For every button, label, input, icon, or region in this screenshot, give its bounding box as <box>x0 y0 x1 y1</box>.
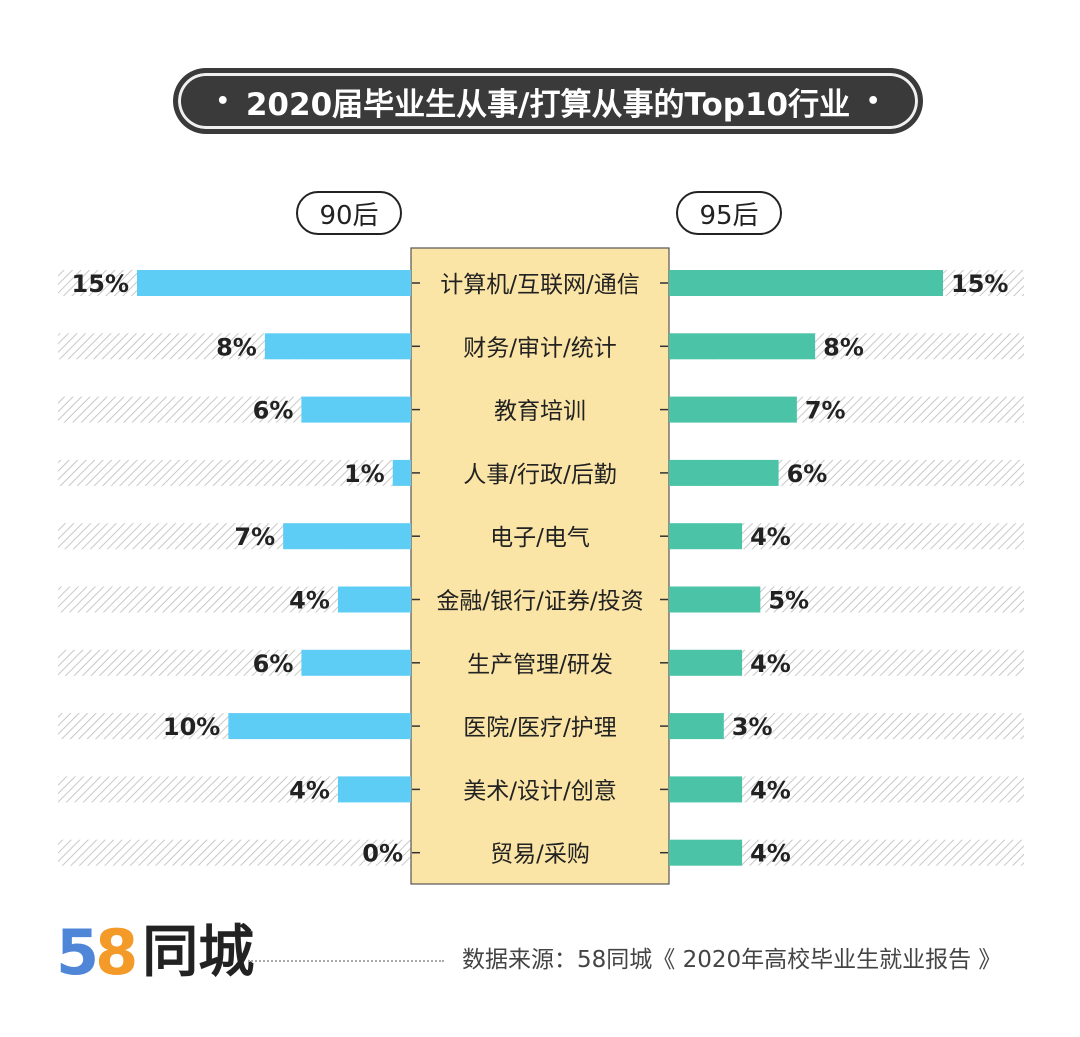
value-label-90s: 0% <box>362 840 403 868</box>
bar-90s <box>337 776 411 803</box>
value-label-95s: 3% <box>732 713 773 741</box>
bar-95s <box>669 333 816 360</box>
category-label: 医院/医疗/护理 <box>463 715 617 741</box>
bar-90s <box>337 586 411 613</box>
bar-95s <box>669 270 943 296</box>
track-left <box>58 459 411 486</box>
value-label-90s: 1% <box>344 460 385 488</box>
bar-95s <box>669 459 779 486</box>
category-label: 教育培训 <box>494 399 586 425</box>
bar-95s <box>669 523 743 550</box>
category-band <box>410 247 670 885</box>
value-label-95s: 6% <box>787 460 828 488</box>
logo-digit-8: 8 <box>95 916 139 989</box>
value-label-95s: 15% <box>951 270 1008 298</box>
title-dot-left: • <box>215 88 230 114</box>
bar-90s <box>301 649 411 676</box>
bar-95s <box>669 396 797 423</box>
data-source-note: 数据来源：58同城《 2020年高校毕业生就业报告 》 <box>462 947 1002 973</box>
track-left <box>58 839 411 866</box>
logo-digit-5: 5 <box>56 916 99 989</box>
category-label: 美术/设计/创意 <box>463 778 617 804</box>
category-label: 计算机/互联网/通信 <box>440 272 640 298</box>
value-label-90s: 15% <box>72 270 129 298</box>
category-label: 金融/银行/证券/投资 <box>436 589 643 615</box>
value-label-90s: 6% <box>253 397 294 425</box>
title-dot-right: • <box>866 88 881 114</box>
bar-95s <box>669 776 743 803</box>
track-right <box>669 713 1024 740</box>
category-label: 电子/电气 <box>490 525 590 551</box>
value-label-90s: 6% <box>253 650 294 678</box>
value-label-90s: 4% <box>289 776 330 804</box>
bar-90s <box>264 333 411 360</box>
value-label-95s: 4% <box>750 840 791 868</box>
value-label-95s: 4% <box>750 650 791 678</box>
bar-90s <box>228 713 411 740</box>
brand-logo: 5 8 同城 <box>56 922 254 984</box>
diverging-bar-chart: 15% 15% 计算机/互联网/通信 8% 8% 财务/审计/统计 6% 7% 教育培训 1% 6%… <box>58 247 1024 885</box>
category-label: 人事/行政/后勤 <box>463 462 617 488</box>
bar-90s <box>301 396 411 423</box>
footer-divider <box>248 960 444 962</box>
value-label-95s: 4% <box>750 776 791 804</box>
chart-title-text: 2020届毕业生从事/打算从事的Top10行业 <box>245 86 851 123</box>
value-label-95s: 5% <box>768 587 809 615</box>
value-label-90s: 10% <box>163 713 220 741</box>
group-label-90s: 90后 <box>296 191 402 235</box>
value-label-95s: 8% <box>823 333 864 361</box>
bar-95s <box>669 586 761 613</box>
value-label-90s: 8% <box>216 333 257 361</box>
bar-95s <box>669 649 743 676</box>
bar-90s <box>392 459 411 486</box>
category-label: 生产管理/研发 <box>467 652 613 678</box>
chart-title: • 2020届毕业生从事/打算从事的Top10行业 • <box>175 70 921 132</box>
value-label-95s: 4% <box>750 523 791 551</box>
logo-text: 同城 <box>142 920 255 985</box>
bar-95s <box>669 713 724 740</box>
bar-90s <box>137 270 411 296</box>
value-label-90s: 7% <box>234 523 275 551</box>
value-label-90s: 4% <box>289 587 330 615</box>
bar-95s <box>669 839 743 866</box>
bar-90s <box>283 523 411 550</box>
category-label: 财务/审计/统计 <box>463 335 617 361</box>
category-label: 贸易/采购 <box>490 842 590 868</box>
value-label-95s: 7% <box>805 397 846 425</box>
group-label-95s: 95后 <box>676 191 782 235</box>
